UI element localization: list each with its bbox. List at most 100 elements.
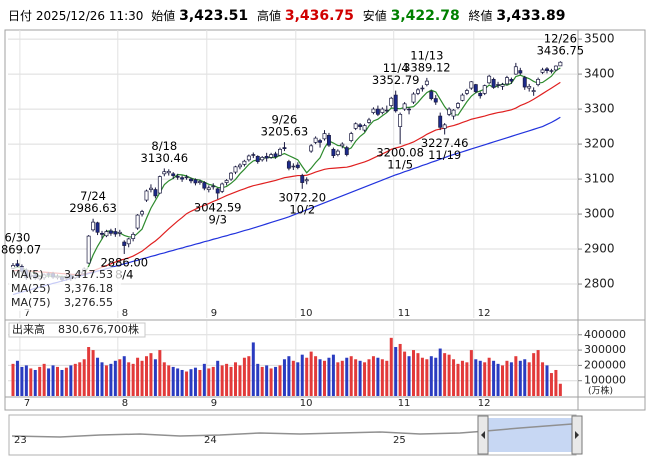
volume-bar — [363, 362, 367, 396]
volume-bar — [465, 362, 469, 396]
candle-body — [166, 171, 171, 174]
volume-bar — [447, 354, 451, 396]
volume-bar — [207, 368, 211, 396]
volume-bar — [242, 357, 246, 396]
close-value: 3,433.89 — [496, 8, 566, 24]
high-value: 3,436.75 — [284, 8, 354, 24]
volume-bar — [385, 360, 389, 396]
legend-name: MA(25) — [11, 282, 51, 295]
volume-bar — [256, 363, 260, 396]
volume-bar — [185, 371, 189, 396]
handle-arrow — [575, 431, 579, 439]
candle-body — [545, 68, 549, 71]
volume-bar — [15, 360, 19, 396]
volume-bar — [371, 356, 375, 396]
candle-body — [318, 140, 323, 143]
legend-value: 3,276.55 — [64, 296, 113, 309]
y-tick-label: 3500 — [584, 32, 615, 46]
volume-bar — [167, 365, 171, 396]
volume-bar — [536, 350, 540, 396]
candle-body — [362, 125, 367, 131]
annotation-value: 2869.07 — [0, 242, 41, 256]
y-tick-label: 300000 — [584, 343, 626, 356]
volume-bar — [56, 366, 59, 396]
y-tick-label: 2800 — [584, 277, 615, 291]
candle-body — [335, 150, 340, 155]
candle-body — [518, 70, 523, 74]
legend-box — [9, 267, 121, 311]
x-tick-label: 8 — [122, 398, 128, 409]
volume-bar — [412, 350, 415, 396]
candle-body — [313, 137, 318, 143]
volume-bar — [549, 373, 553, 396]
volume-bar — [287, 356, 291, 396]
close-label: 終値 — [468, 9, 493, 23]
annotation-date: 7/24 — [80, 189, 106, 203]
volume-bar — [78, 362, 82, 396]
legend-value: 3,417.53 — [64, 268, 113, 281]
candle-body — [371, 108, 376, 113]
candle-body — [100, 232, 104, 235]
navigator-year: 23 — [14, 435, 27, 446]
volume-bar — [420, 357, 424, 396]
candle-body — [447, 108, 452, 115]
candle-body — [398, 113, 403, 127]
y-tick-label: 3200 — [584, 137, 615, 151]
x-tick-label: 12 — [478, 398, 491, 409]
candle-body — [469, 81, 474, 89]
handle-arrow — [481, 431, 485, 439]
candle-body — [157, 176, 162, 194]
volume-bar — [532, 353, 536, 396]
open-label: 始値 — [151, 9, 176, 23]
candle-body — [344, 147, 349, 155]
volume-bar — [394, 347, 398, 396]
volume-bar — [327, 357, 331, 396]
volume-bar — [469, 350, 473, 396]
volume-bar — [251, 342, 255, 396]
candle-body — [162, 171, 167, 175]
candle-body — [380, 108, 385, 113]
annotation-value: 3436.75 — [537, 44, 585, 58]
volume-bar — [483, 362, 487, 396]
candle-body — [558, 61, 563, 67]
volume-bar — [140, 360, 144, 396]
volume-bar — [452, 359, 456, 396]
annotation-date: 11/19 — [428, 148, 461, 162]
candle-body — [220, 183, 225, 192]
chart-frame — [4, 29, 646, 411]
volume-bar — [109, 363, 113, 396]
candle-body — [180, 177, 185, 180]
volume-bar — [171, 366, 175, 396]
volume-bar — [38, 366, 42, 396]
x-tick-label: 7 — [24, 308, 30, 319]
candle-body — [473, 84, 478, 92]
volume-bar — [305, 357, 309, 396]
candle-body — [331, 148, 336, 156]
volume-bar — [336, 362, 340, 396]
volume-bar — [443, 353, 447, 396]
annotation-value: 3352.79 — [372, 73, 420, 87]
candle-body — [384, 109, 389, 112]
candle-body — [411, 93, 416, 103]
volume-bar — [136, 357, 140, 396]
annotation-value: 3042.59 — [194, 201, 242, 215]
candle-body — [505, 77, 509, 85]
candle-body — [242, 160, 247, 165]
annotation-date: 11/5 — [387, 158, 413, 172]
volume-bar — [456, 363, 460, 396]
candle-body — [86, 235, 91, 264]
volume-bar — [149, 353, 153, 396]
volume-bar — [389, 337, 393, 396]
candle-body — [108, 230, 113, 234]
volume-bar — [104, 365, 108, 396]
volume-bar — [265, 365, 269, 396]
annotation-date: 9/3 — [208, 213, 227, 227]
candle-body — [15, 263, 20, 267]
candle-body — [424, 80, 429, 85]
candle-body — [215, 188, 220, 194]
volume-bar — [260, 366, 264, 396]
volume-bar — [247, 356, 251, 396]
candle-body — [91, 221, 96, 231]
volume-bar — [269, 368, 273, 396]
candle-body — [197, 181, 202, 183]
